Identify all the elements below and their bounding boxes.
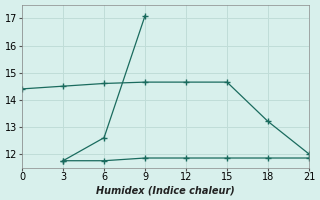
X-axis label: Humidex (Indice chaleur): Humidex (Indice chaleur) <box>96 185 235 195</box>
